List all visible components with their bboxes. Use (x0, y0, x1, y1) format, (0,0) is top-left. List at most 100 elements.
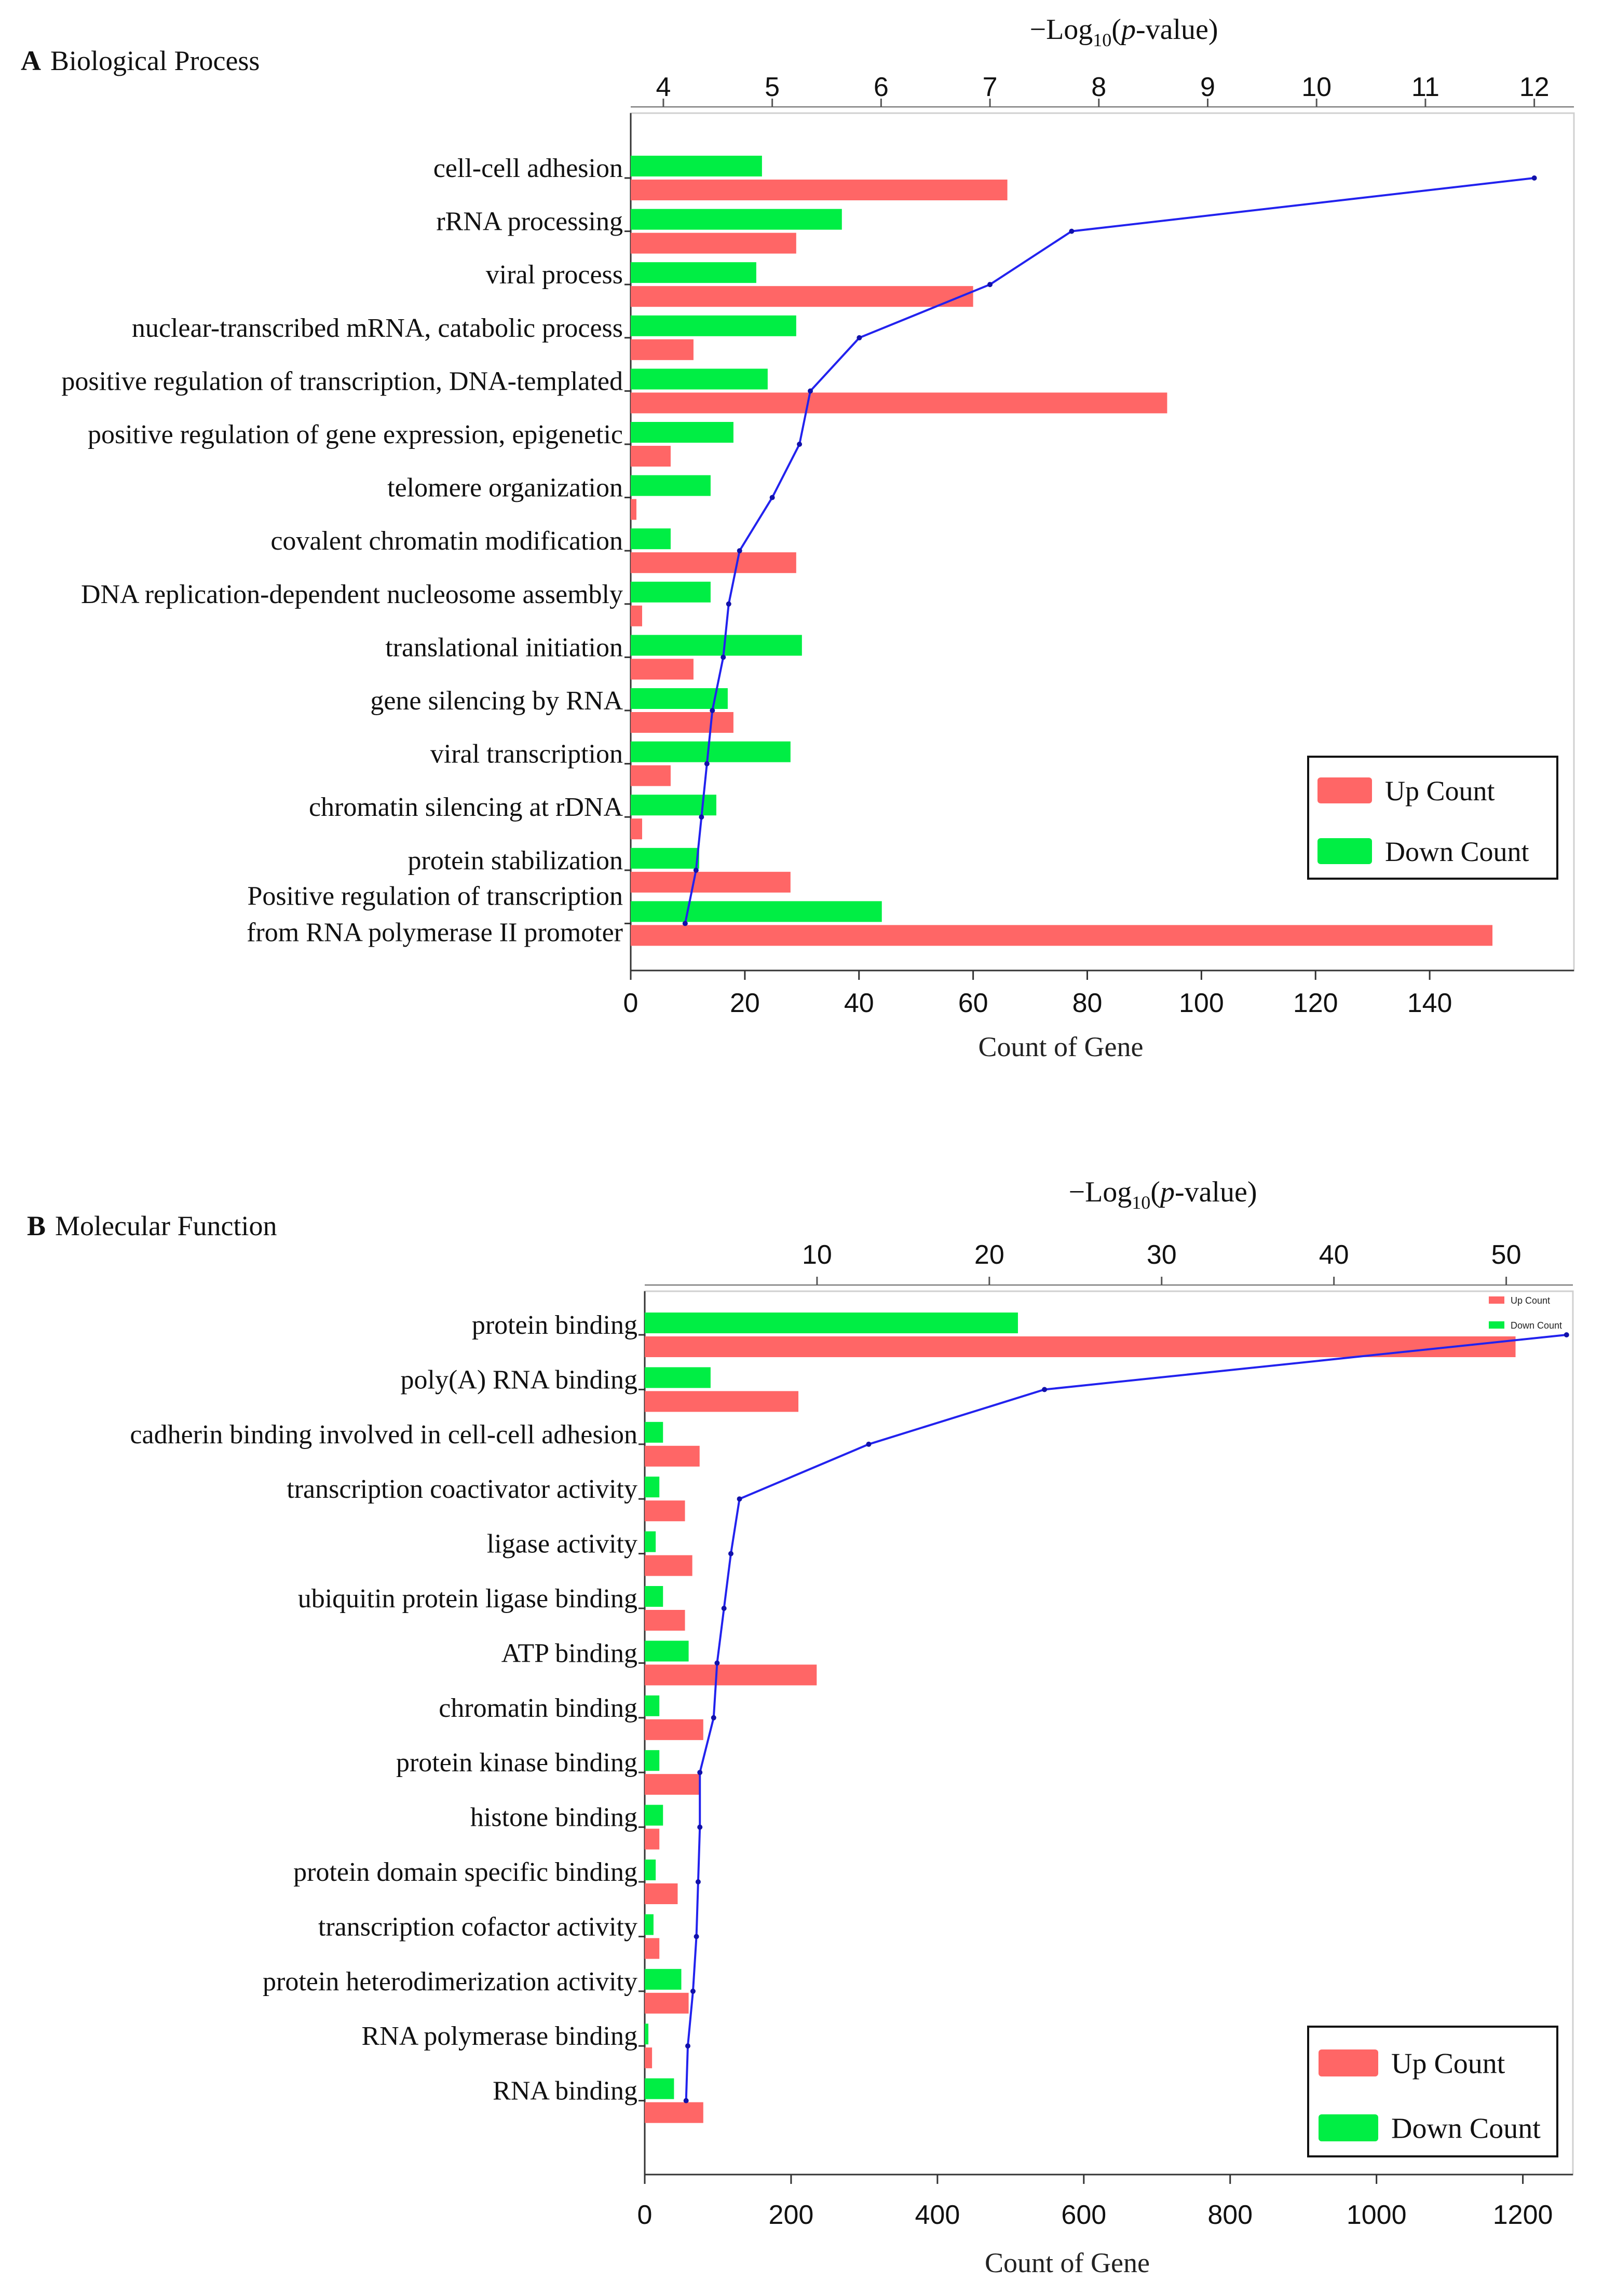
x-tick-label: 120 (1293, 988, 1338, 1018)
pvalue-point (808, 388, 813, 394)
bar-up-count (645, 1938, 660, 1959)
category-label: covalent chromatin modification (270, 526, 623, 556)
bar-down-count (631, 581, 711, 603)
pvalue-point (693, 867, 699, 873)
category-label: rRNA processing (436, 207, 623, 237)
category-label: protein heterodimerization activity (263, 1967, 637, 1997)
x-tick-label: 400 (915, 2200, 960, 2230)
x-tick-label: 1200 (1493, 2200, 1553, 2230)
chart-panel-A: A Biological Process 0 20 40 60 80 100 120 140 Cou… (21, 13, 1575, 1062)
pvalue-point (1564, 1332, 1569, 1337)
bar-up-count (631, 552, 796, 573)
bar-up-count (631, 392, 1167, 414)
x-tick-label: 40 (844, 988, 874, 1018)
category-label: protein binding (472, 1310, 637, 1340)
pvalue-point (797, 442, 803, 447)
pvalue-point (1042, 1387, 1048, 1392)
bar-down-count (645, 1586, 663, 1607)
x-tick-label: 140 (1407, 988, 1452, 1018)
bar-down-count (631, 315, 796, 336)
category-label: ligase activity (487, 1529, 637, 1559)
x-tick-label: 0 (623, 988, 639, 1018)
bar-down-count (645, 2078, 674, 2099)
category-label: chromatin binding (439, 1693, 637, 1723)
bar-down-count (631, 688, 728, 709)
bar-up-count (631, 605, 642, 626)
x2-tick-label: 4 (656, 72, 671, 102)
x-tick-label: 100 (1179, 988, 1224, 1018)
bar-down-count (645, 2024, 649, 2045)
category-label: protein kinase binding (396, 1748, 637, 1778)
panel-title-text: Biological Process (50, 45, 260, 76)
pvalue-point (721, 1606, 727, 1611)
pvalue-point (769, 495, 775, 500)
bar-up-count (645, 2102, 703, 2123)
bar-down-count (631, 209, 842, 230)
category-label: protein domain specific binding (293, 1857, 637, 1887)
panel-title: B Molecular Function (27, 1210, 277, 1241)
small-legend-label: Up Count (1511, 1295, 1550, 1306)
bar-down-count (631, 741, 791, 762)
category-label: transcription coactivator activity (287, 1474, 637, 1504)
bar-up-count (631, 499, 636, 520)
bar-down-count (631, 475, 711, 496)
category-label: DNA replication-dependent nucleosome ass… (81, 580, 623, 609)
bar-up-count (631, 233, 796, 254)
legend-swatch (1317, 838, 1372, 864)
legend-swatch (1319, 2049, 1378, 2076)
legend-swatch (1317, 777, 1372, 803)
x-tick-label: 0 (637, 2200, 653, 2230)
bar-up-count (645, 1828, 660, 1850)
bar-up-count (645, 1500, 685, 1522)
bar-down-count (645, 1477, 660, 1498)
pvalue-point (1531, 175, 1537, 181)
x2-tick-label: 8 (1091, 72, 1106, 102)
bar-up-count (631, 925, 1493, 946)
category-label: viral transcription (430, 740, 623, 769)
category-label: positive regulation of transcription, DN… (61, 366, 623, 396)
bar-up-count (645, 1774, 700, 1795)
legend-swatch (1319, 2114, 1378, 2141)
bar-up-count (631, 446, 671, 467)
bar-down-count (645, 1750, 660, 1771)
bar-up-count (631, 871, 791, 893)
bar-up-count (645, 1992, 689, 2014)
x2-tick-label: 5 (765, 72, 780, 102)
category-label: ATP binding (501, 1638, 637, 1668)
chart-panel-B: B Molecular Function 0 200 400 600 800 1000 1200… (27, 1176, 1574, 2278)
pvalue-point (721, 654, 726, 660)
bar-down-count (631, 422, 733, 443)
x2-axis-title: −Log10(p-value) (1029, 13, 1218, 50)
legend: Up Count Down Count (1307, 2026, 1558, 2157)
x2-tick-label: 30 (1147, 1240, 1177, 1270)
legend-label: Down Count (1391, 2113, 1541, 2145)
x-axis-title: Count of Gene (979, 1031, 1144, 1062)
category-label: chromatin silencing at rDNA (309, 792, 623, 822)
pvalue-point (987, 282, 993, 288)
bar-up-count (645, 1719, 703, 1740)
x2-tick-label: 40 (1319, 1240, 1349, 1270)
category-label: translational initiation (385, 633, 623, 662)
bar-down-count (645, 1422, 663, 1443)
small-legend-swatch (1489, 1321, 1504, 1329)
category-label: telomere organization (387, 473, 623, 503)
pvalue-line (685, 1334, 1567, 2101)
bar-down-count (645, 1860, 656, 1880)
x2-tick-label: 10 (802, 1240, 832, 1270)
category-label: ubiquitin protein ligase binding (298, 1584, 637, 1614)
category-label: viral process (486, 260, 623, 290)
x2-tick-label: 10 (1301, 72, 1332, 102)
bar-up-count (631, 712, 733, 733)
pvalue-point (694, 1934, 699, 1939)
x-tick-label: 800 (1207, 2200, 1253, 2230)
bar-down-count (631, 635, 802, 656)
bar-up-count (631, 286, 973, 307)
bar-up-count (645, 1664, 817, 1686)
legend-label: Up Count (1391, 2048, 1505, 2080)
small-legend-swatch (1489, 1296, 1504, 1304)
x2-tick-label: 11 (1411, 72, 1439, 102)
pvalue-point (857, 335, 862, 340)
pvalue-point (685, 2043, 690, 2049)
bar-down-count (631, 262, 756, 283)
